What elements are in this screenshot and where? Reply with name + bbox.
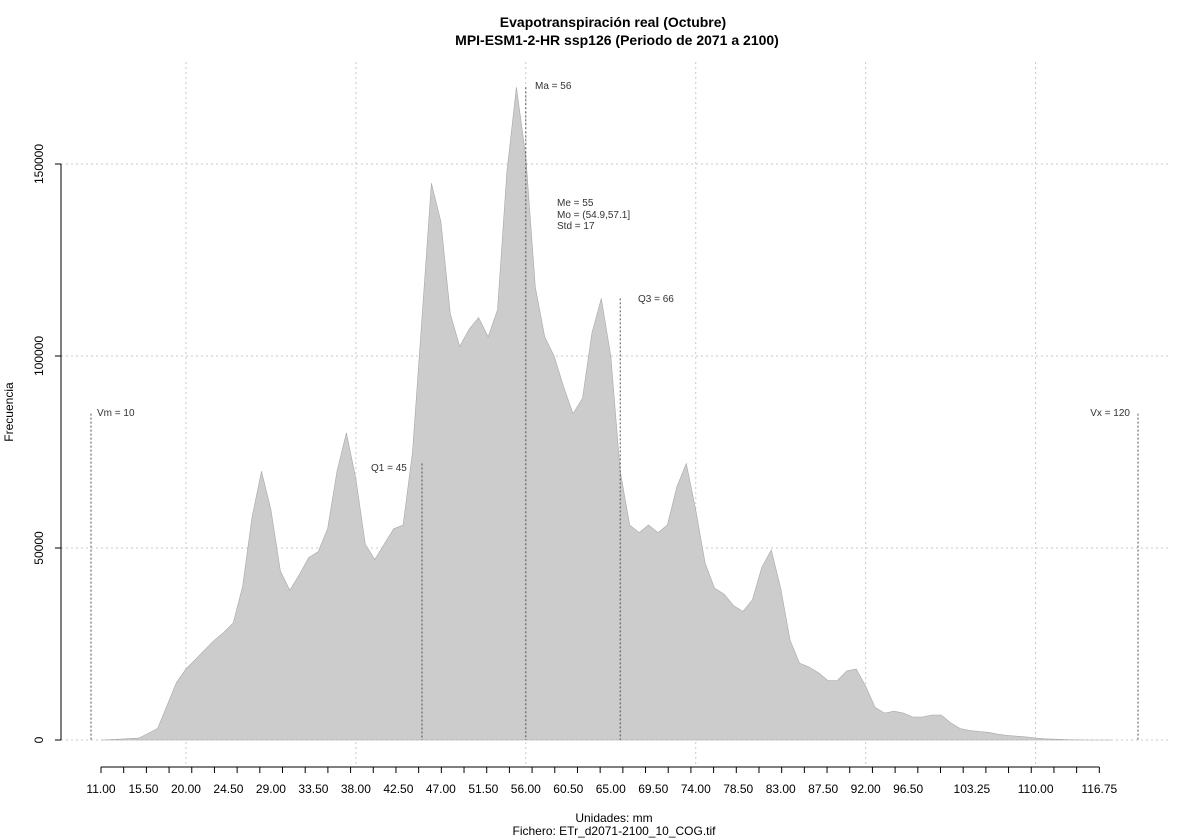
q3-annotation: Q3 = 66 [638, 294, 674, 305]
x-tick-label: 74.00 [681, 782, 711, 796]
x-tick-label: 38.00 [341, 782, 371, 796]
axis-layer: 11.00 15.50 20.00 24.50 29.00 33.50 38.00 42.50… [32, 144, 1118, 796]
ma-annotation: Ma = 56 [535, 81, 572, 92]
vx-annotation: Vx = 120 [1090, 408, 1130, 419]
area-layer [100, 87, 1112, 741]
x-tick-label: 110.00 [1018, 782, 1054, 796]
y-axis-label: Frecuencia [2, 382, 16, 442]
chart-title: Evapotranspiración real (Octubre) [500, 14, 726, 30]
x-tick-label: 92.00 [851, 782, 881, 796]
x-tick-label: 96.50 [893, 782, 923, 796]
vertical-lines-layer [90, 87, 1139, 740]
x-tick-label: 103.25 [954, 782, 991, 796]
y-tick-label: 100000 [32, 336, 46, 376]
x-tick-label: 56.00 [511, 782, 541, 796]
x-tick-label: 47.00 [426, 782, 456, 796]
x-tick-label: 51.50 [468, 782, 498, 796]
y-tick-label: 50000 [32, 531, 46, 565]
vm-annotation: Vm = 10 [97, 408, 135, 419]
y-tick-label: 0 [32, 736, 46, 743]
x-tick-label: 11.00 [86, 782, 115, 796]
x-tick-label: 33.50 [298, 782, 328, 796]
x-tick-label: 69.50 [638, 782, 668, 796]
x-tick-label: 65.00 [596, 782, 626, 796]
x-tick-label: 83.00 [766, 782, 796, 796]
chart-subtitle: MPI-ESM1-2-HR ssp126 (Periodo de 2071 a … [455, 32, 779, 48]
x-tick-label: 24.50 [213, 782, 243, 796]
x-tick-label: 20.00 [171, 782, 201, 796]
y-tick-label: 150000 [32, 144, 46, 184]
x-tick-label: 87.50 [808, 782, 838, 796]
me-annotation: Me = 55 [557, 198, 594, 209]
x-tick-label: 78.50 [723, 782, 753, 796]
x-axis-label: Unidades: mm [575, 811, 652, 825]
x-tick-label: 15.50 [128, 782, 158, 796]
annotation-layer: Ma = 56 Me = 55 Mo = (54.9,57.1] Std = 1… [97, 81, 1130, 474]
std-annotation: Std = 17 [557, 221, 595, 232]
histogram-area [100, 87, 1112, 741]
x-tick-label: 60.50 [553, 782, 583, 796]
q1-annotation: Q1 = 45 [371, 463, 407, 474]
x-tick-label: 29.00 [256, 782, 286, 796]
x-tick-label: 42.50 [383, 782, 413, 796]
x-tick-label: 116.75 [1081, 782, 1117, 796]
mo-annotation: Mo = (54.9,57.1] [557, 210, 630, 221]
file-label: Fichero: ETr_d2071-2100_10_COG.tif [513, 824, 717, 838]
